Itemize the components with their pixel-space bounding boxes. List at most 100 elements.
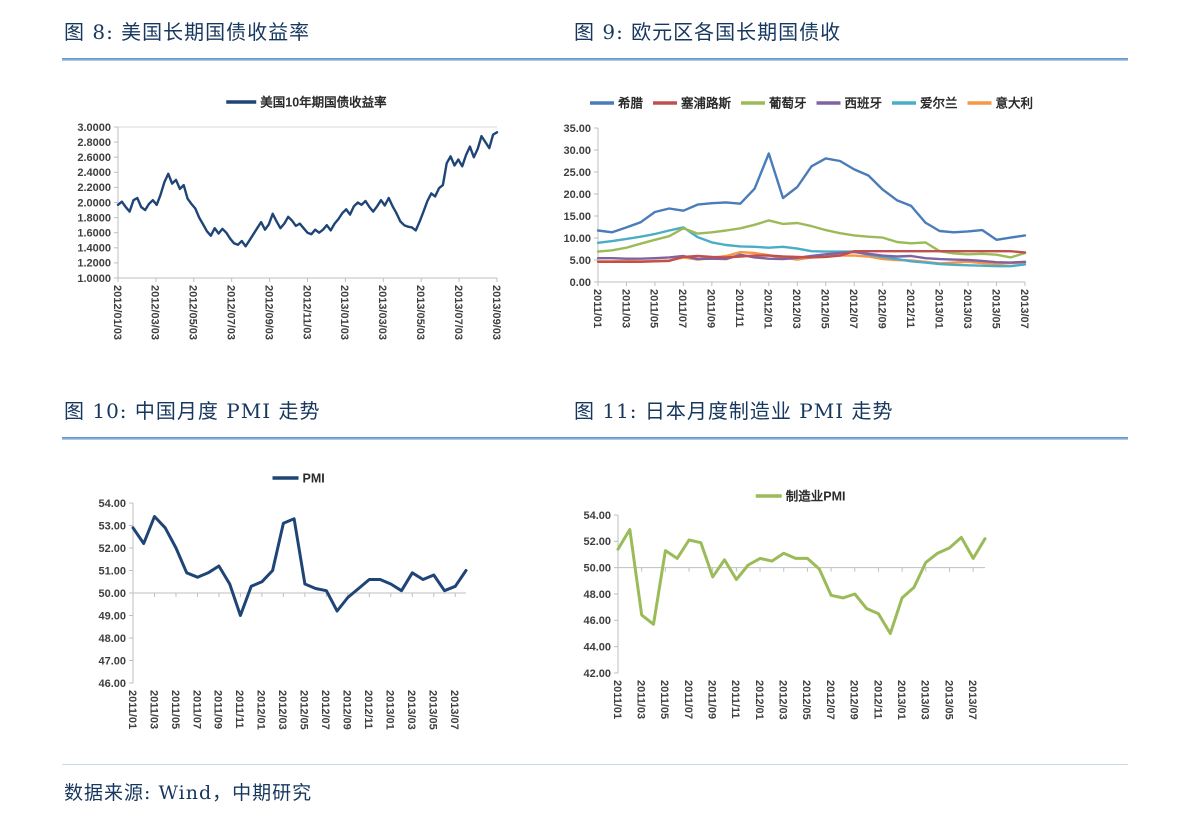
svg-text:2011/01: 2011/01	[126, 690, 138, 729]
svg-text:2012/05/03: 2012/05/03	[187, 285, 199, 340]
svg-text:2011/07: 2011/07	[676, 289, 688, 328]
svg-text:希腊: 希腊	[617, 96, 644, 111]
svg-text:2013/03: 2013/03	[961, 289, 973, 329]
svg-text:0.00: 0.00	[570, 277, 591, 289]
svg-text:2012/11: 2012/11	[362, 690, 374, 729]
series-group	[116, 131, 499, 248]
svg-text:2012/07: 2012/07	[847, 289, 859, 329]
svg-text:2012/01: 2012/01	[762, 289, 774, 329]
svg-text:2.0000: 2.0000	[77, 197, 111, 209]
svg-text:爱尔兰: 爱尔兰	[920, 96, 958, 111]
svg-text:2012/03: 2012/03	[777, 680, 789, 720]
svg-text:2013/05: 2013/05	[942, 680, 954, 720]
svg-text:2013/05/03: 2013/05/03	[414, 285, 426, 340]
chart-legend: 希腊 塞浦路斯 葡萄牙 西班牙 爱尔兰 意大利	[590, 96, 1033, 111]
svg-text:2012/09: 2012/09	[875, 289, 887, 329]
svg-text:2012/11: 2012/11	[904, 289, 916, 328]
svg-text:2013/05: 2013/05	[989, 289, 1001, 329]
svg-text:1.8000: 1.8000	[77, 212, 111, 224]
svg-text:2.4000: 2.4000	[77, 167, 111, 179]
figure-9-title: 图 9: 欧元区各国长期国债收	[574, 20, 842, 44]
svg-text:50.00: 50.00	[98, 588, 126, 600]
svg-text:2011/11: 2011/11	[733, 289, 745, 328]
svg-text:2012/09/03: 2012/09/03	[262, 285, 274, 340]
svg-text:2011/11: 2011/11	[729, 680, 741, 719]
chart-figure-8-us-10y-treasury-yield: 3.0000 2.8000 2.6000 2.4000 2.2000 2.0000 1.80…	[60, 88, 520, 363]
svg-text:2013/01/03: 2013/01/03	[338, 285, 350, 340]
chart-figure-10-china-pmi: 54.00 53.00 52.00 51.00 50.00 49.00 48.00 47.00…	[55, 462, 485, 769]
figure-10-title: 图 10: 中国月度 PMI 走势	[64, 399, 321, 423]
svg-text:48.00: 48.00	[583, 589, 611, 601]
svg-text:1.0000: 1.0000	[77, 273, 111, 285]
svg-text:46.00: 46.00	[98, 678, 126, 690]
svg-text:2011/03: 2011/03	[634, 680, 646, 719]
svg-text:2.8000: 2.8000	[77, 137, 111, 149]
svg-text:2012/01: 2012/01	[753, 680, 765, 720]
chart-legend: PMI	[272, 472, 325, 486]
title-divider-row2	[62, 437, 1128, 440]
svg-text:2012/05: 2012/05	[819, 289, 831, 329]
svg-text:2013/01: 2013/01	[384, 690, 396, 730]
chart-legend: 制造业PMI	[755, 489, 846, 504]
svg-text:2011/05: 2011/05	[648, 289, 660, 328]
svg-text:51.00: 51.00	[98, 565, 126, 577]
chart-canvas-euro: 35.0030.0025.0020.0015.0010.005.000.0020…	[563, 96, 1033, 329]
svg-text:2011/07: 2011/07	[682, 680, 694, 719]
svg-text:47.00: 47.00	[98, 655, 126, 667]
svg-text:1.4000: 1.4000	[77, 243, 111, 255]
svg-text:35.00: 35.00	[563, 123, 591, 135]
chart-canvas-us10y: 3.0000 2.8000 2.6000 2.4000 2.2000 2.0000 1.80…	[77, 95, 501, 341]
svg-text:2013/01: 2013/01	[895, 680, 907, 720]
svg-text:2012/03/03: 2012/03/03	[149, 285, 161, 340]
svg-text:49.00: 49.00	[98, 610, 126, 622]
svg-text:50.00: 50.00	[583, 562, 611, 574]
svg-text:42.00: 42.00	[583, 668, 611, 680]
svg-text:2013/01: 2013/01	[932, 289, 944, 329]
svg-text:46.00: 46.00	[583, 615, 611, 627]
svg-text:2011/03: 2011/03	[147, 690, 159, 729]
svg-text:2012/07: 2012/07	[319, 690, 331, 730]
series-group	[131, 515, 468, 617]
svg-text:52.00: 52.00	[98, 543, 126, 555]
svg-text:PMI: PMI	[303, 472, 325, 486]
svg-text:2011/09: 2011/09	[212, 690, 224, 729]
svg-text:2012/05: 2012/05	[800, 680, 812, 720]
svg-text:葡萄牙: 葡萄牙	[768, 96, 807, 111]
svg-text:塞浦路斯: 塞浦路斯	[681, 96, 732, 111]
chart-canvas-cnpmi: 54.00 53.00 52.00 51.00 50.00 49.00 48.00 47.00…	[98, 472, 468, 730]
svg-text:2011/09: 2011/09	[706, 680, 718, 719]
svg-text:意大利: 意大利	[996, 96, 1034, 111]
chart-figure-11-japan-manufacturing-pmi: 54.00 52.00 50.00 48.00 46.00 44.00 42.00 2011/…	[540, 470, 1000, 767]
svg-text:15.00: 15.00	[563, 211, 591, 223]
figure-11-title: 图 11: 日本月度制造业 PMI 走势	[574, 399, 894, 423]
svg-text:2012/01/03: 2012/01/03	[111, 285, 123, 340]
svg-text:2012/07/03: 2012/07/03	[225, 285, 237, 340]
svg-text:2013/03: 2013/03	[919, 680, 931, 720]
svg-text:2011/01: 2011/01	[591, 289, 603, 328]
svg-text:5.00: 5.00	[570, 255, 591, 267]
svg-text:2013/05: 2013/05	[427, 690, 439, 730]
svg-text:2012/09: 2012/09	[341, 690, 353, 730]
svg-text:2.2000: 2.2000	[77, 182, 111, 194]
footer-divider	[62, 764, 1128, 765]
svg-text:制造业PMI: 制造业PMI	[786, 489, 846, 504]
chart-canvas-jppmi: 54.0052.0050.0048.0046.0044.0042.002011/…	[583, 489, 987, 720]
svg-text:2013/07: 2013/07	[448, 690, 460, 730]
svg-text:2012/03: 2012/03	[790, 289, 802, 329]
svg-text:48.00: 48.00	[98, 633, 126, 645]
chart-figure-9-eurozone-bond-yields: 35.00 30.00 25.00 20.00 15.00 10.00 5.00 0.00 20…	[550, 88, 1050, 365]
svg-text:2.6000: 2.6000	[77, 152, 111, 164]
svg-text:2013/07/03: 2013/07/03	[452, 285, 464, 340]
svg-text:2012/01: 2012/01	[255, 690, 267, 730]
series-group	[616, 528, 987, 635]
figure-8-title: 图 8: 美国长期国债收益率	[64, 20, 311, 44]
svg-text:2011/05: 2011/05	[169, 690, 181, 729]
svg-text:美国10年期国债收益率: 美国10年期国债收益率	[260, 95, 387, 110]
svg-text:2012/07: 2012/07	[824, 680, 836, 720]
svg-text:30.00: 30.00	[563, 145, 591, 157]
svg-text:10.00: 10.00	[563, 233, 591, 245]
svg-text:2013/03: 2013/03	[405, 690, 417, 730]
svg-text:2011/07: 2011/07	[190, 690, 202, 729]
svg-text:53.00: 53.00	[98, 520, 126, 532]
